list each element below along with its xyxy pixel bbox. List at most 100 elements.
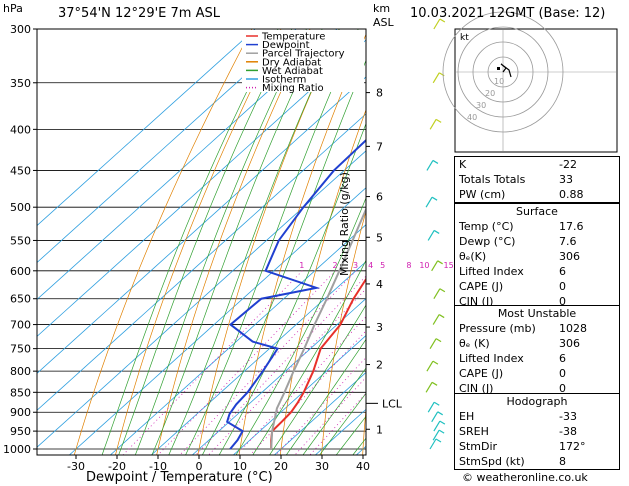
location-title: 37°54'N 12°29'E 7m ASL	[58, 6, 220, 21]
wind-barb-flag	[438, 429, 445, 434]
surface-row: Temp (°C) 17.6	[455, 219, 619, 234]
mixing-ratio-tick-label: 8	[406, 261, 411, 270]
isotherm-line	[273, 371, 366, 455]
most-unstable-row: θₑ (K) 306	[455, 336, 619, 351]
wind-barb-flag	[432, 159, 439, 164]
isotherm-line	[37, 113, 366, 411]
hodograph-label: StmSpd (kt)	[459, 455, 525, 468]
dry-adiabat-line	[73, 29, 253, 455]
wind-barb-flag	[438, 314, 445, 319]
wind-barb	[429, 438, 437, 450]
pressure-tick-label: 550	[10, 234, 31, 247]
legend-entry: Dry Adiabat	[262, 57, 321, 68]
surface-label: CAPE (J)	[459, 280, 504, 293]
mixing-ratio-line	[275, 356, 366, 455]
most-unstable-title: Most Unstable	[497, 307, 577, 320]
wind-barb	[433, 18, 441, 30]
most-unstable-value: 306	[559, 337, 580, 350]
hodograph-row: EH -33	[455, 409, 619, 424]
pressure-tick-label: 450	[10, 164, 31, 177]
height-tick-label: 5	[376, 231, 383, 244]
wind-barb	[426, 160, 434, 171]
wind-barb-flag	[431, 196, 438, 201]
wind-barb-flag	[435, 438, 442, 443]
wet-adiabat-line	[134, 29, 307, 455]
wind-barb-flag	[433, 229, 440, 234]
index-value: 0.88	[559, 188, 584, 201]
height-tick-label: 4	[376, 278, 383, 291]
mixing-ratio-line	[122, 270, 303, 455]
wet-adiabat-line	[285, 338, 366, 455]
most-unstable-label: Pressure (mb)	[459, 322, 536, 335]
wind-barb	[431, 260, 439, 272]
surface-value: 0	[559, 280, 566, 293]
mixing-ratio-tick-label: 4	[368, 261, 373, 270]
wet-adiabat-line	[168, 29, 340, 455]
wind-barb-flag	[432, 360, 439, 365]
index-row: PW (cm) 0.88	[455, 187, 619, 202]
hodograph-ring-label: 40	[467, 113, 477, 122]
mixing-ratio-line	[294, 376, 366, 455]
mixing-ratio-tick-label: 15	[444, 261, 454, 270]
hpa-unit-label: hPa	[3, 2, 23, 15]
x-tick-label: -30	[67, 460, 85, 473]
surface-row: CIN (J) 0	[455, 294, 619, 309]
most-unstable-value: 6	[559, 352, 566, 365]
mixing-ratio-axis-label: Mixing Ratio (g/kg)	[338, 172, 351, 276]
mixing-ratio-tick-label: 1	[299, 261, 304, 270]
pressure-tick-label: 900	[10, 406, 31, 419]
pressure-tick-label: 800	[10, 365, 31, 378]
wind-barb	[432, 314, 440, 325]
mixing-ratio-line	[179, 270, 357, 455]
height-tick-label: 2	[376, 359, 383, 372]
chart-grid	[37, 29, 366, 455]
index-label: Totals Totals	[459, 173, 526, 186]
x-tick-label: 20	[274, 460, 288, 473]
hodograph-ring-label: 10	[494, 77, 504, 86]
wet-adiabat-line	[302, 367, 366, 455]
pressure-tick-label: 850	[10, 386, 31, 399]
pressure-tick-label: 950	[10, 425, 31, 438]
surface-panel: Surface Temp (°C) 17.6 Dewp (°C) 7.6 θₑ(K) 30…	[454, 203, 620, 310]
hodograph-ring-label: 20	[485, 89, 495, 98]
surface-value: 306	[559, 250, 580, 263]
surface-label: Temp (°C)	[459, 220, 514, 233]
legend-entry: Wet Adiabat	[262, 66, 323, 77]
mixing-ratio-tick-label: 2	[332, 261, 337, 270]
surface-value: 0	[559, 295, 566, 308]
hodograph-row: SREH -38	[455, 424, 619, 439]
surface-title: Surface	[516, 205, 558, 218]
most-unstable-row: Lifted Index 6	[455, 351, 619, 366]
series-line-dewpoint	[225, 138, 366, 450]
pressure-tick-label: 350	[10, 77, 31, 90]
x-axis-label: Dewpoint / Temperature (°C)	[86, 470, 273, 485]
dry-adiabat-line	[115, 29, 282, 455]
wind-barb	[427, 230, 435, 241]
hodograph-table-title: Hodograph	[506, 395, 568, 408]
hodograph-trace	[500, 63, 512, 78]
wind-barb-flag	[433, 401, 440, 406]
mixing-ratio-tick-label: 5	[380, 261, 385, 270]
wind-barb-flag	[439, 288, 446, 293]
most-unstable-row: CAPE (J) 0	[455, 366, 619, 381]
most-unstable-label: CAPE (J)	[459, 367, 504, 380]
wet-adiabat-line	[319, 392, 366, 455]
isotherm-line	[191, 298, 366, 455]
wind-barbs	[425, 18, 446, 450]
hodograph-storm-marker	[497, 67, 500, 70]
x-tick-label: -10	[149, 460, 167, 473]
wet-adiabat-line	[235, 196, 366, 455]
wind-barb-flag	[439, 18, 446, 23]
dry-adiabat-line	[362, 405, 366, 455]
wind-barb-flag	[435, 338, 442, 343]
wind-barb-flag	[439, 420, 446, 425]
pressure-tick-label: 650	[10, 293, 31, 306]
isotherm-line	[37, 150, 366, 448]
height-tick-label: 3	[376, 321, 383, 334]
index-value: -22	[559, 158, 577, 171]
hodograph-value: -33	[559, 410, 577, 423]
surface-value: 7.6	[559, 235, 577, 248]
height-tick-label: 6	[376, 191, 383, 204]
x-tick-label: 10	[233, 460, 247, 473]
